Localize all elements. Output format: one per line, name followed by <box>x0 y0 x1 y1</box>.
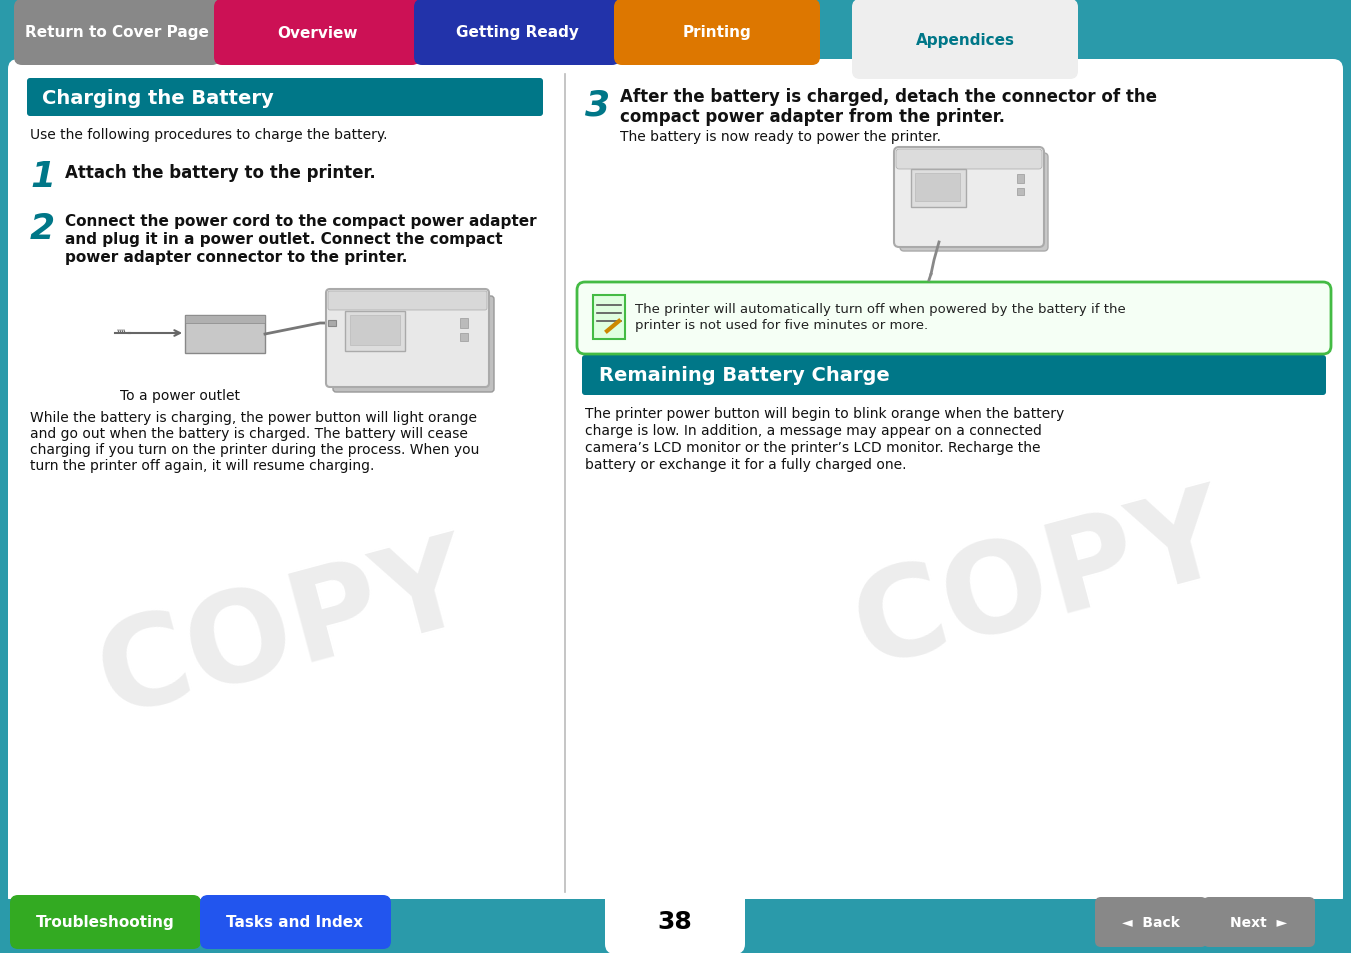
Text: and plug it in a power outlet. Connect the compact: and plug it in a power outlet. Connect t… <box>65 232 503 247</box>
Text: While the battery is charging, the power button will light orange: While the battery is charging, the power… <box>30 411 477 424</box>
Bar <box>345 312 405 352</box>
Bar <box>1017 189 1024 195</box>
FancyBboxPatch shape <box>894 148 1044 248</box>
Text: Return to Cover Page: Return to Cover Page <box>26 26 209 40</box>
Bar <box>1017 174 1024 184</box>
Text: printer is not used for five minutes or more.: printer is not used for five minutes or … <box>635 318 928 332</box>
FancyBboxPatch shape <box>9 895 201 949</box>
Bar <box>0 899 1351 953</box>
Text: 38: 38 <box>658 909 692 933</box>
Bar <box>915 173 961 202</box>
FancyBboxPatch shape <box>852 0 1078 80</box>
Text: Charging the Battery: Charging the Battery <box>42 89 274 108</box>
FancyBboxPatch shape <box>1096 897 1206 947</box>
Text: The printer will automatically turn off when powered by the battery if the: The printer will automatically turn off … <box>635 303 1125 315</box>
Text: camera’s LCD monitor or the printer’s LCD monitor. Recharge the: camera’s LCD monitor or the printer’s LC… <box>585 440 1040 455</box>
Bar <box>459 318 467 329</box>
Text: charge is low. In addition, a message may appear on a connected: charge is low. In addition, a message ma… <box>585 423 1042 437</box>
Text: and go out when the battery is charged. The battery will cease: and go out when the battery is charged. … <box>30 427 467 440</box>
Text: The battery is now ready to power the printer.: The battery is now ready to power the pr… <box>620 130 942 144</box>
Bar <box>911 170 966 208</box>
FancyBboxPatch shape <box>326 290 489 388</box>
Bar <box>593 295 626 339</box>
Text: Attach the battery to the printer.: Attach the battery to the printer. <box>65 164 376 182</box>
Text: power adapter connector to the printer.: power adapter connector to the printer. <box>65 250 408 265</box>
Text: 1: 1 <box>30 160 55 193</box>
Text: compact power adapter from the printer.: compact power adapter from the printer. <box>620 108 1005 126</box>
Text: charging if you turn on the printer during the process. When you: charging if you turn on the printer duri… <box>30 442 480 456</box>
Text: The printer power button will begin to blink orange when the battery: The printer power button will begin to b… <box>585 407 1065 420</box>
FancyBboxPatch shape <box>332 296 494 393</box>
FancyBboxPatch shape <box>27 79 543 117</box>
FancyBboxPatch shape <box>613 0 820 66</box>
Text: Appendices: Appendices <box>916 32 1015 48</box>
Bar <box>185 315 265 324</box>
FancyBboxPatch shape <box>582 355 1325 395</box>
Text: Next  ►: Next ► <box>1231 915 1288 929</box>
Bar <box>459 334 467 341</box>
Text: COPY: COPY <box>85 525 484 740</box>
Text: turn the printer off again, it will resume charging.: turn the printer off again, it will resu… <box>30 458 374 473</box>
FancyBboxPatch shape <box>8 60 1343 907</box>
Text: Overview: Overview <box>277 26 357 40</box>
Text: Tasks and Index: Tasks and Index <box>227 915 363 929</box>
FancyBboxPatch shape <box>413 0 620 66</box>
FancyBboxPatch shape <box>900 153 1048 252</box>
FancyBboxPatch shape <box>328 292 486 311</box>
FancyBboxPatch shape <box>213 0 420 66</box>
Bar <box>185 315 265 354</box>
FancyBboxPatch shape <box>605 888 744 953</box>
Text: 3: 3 <box>585 88 611 122</box>
FancyBboxPatch shape <box>14 0 220 66</box>
Text: Use the following procedures to charge the battery.: Use the following procedures to charge t… <box>30 128 388 142</box>
Bar <box>328 320 336 327</box>
Text: To a power outlet: To a power outlet <box>120 389 240 402</box>
Text: ◄  Back: ◄ Back <box>1123 915 1179 929</box>
Text: COPY: COPY <box>842 476 1240 690</box>
FancyBboxPatch shape <box>896 150 1042 170</box>
Text: battery or exchange it for a fully charged one.: battery or exchange it for a fully charg… <box>585 457 907 472</box>
Bar <box>350 315 400 346</box>
FancyBboxPatch shape <box>577 283 1331 355</box>
FancyBboxPatch shape <box>200 895 390 949</box>
FancyBboxPatch shape <box>1202 897 1315 947</box>
Text: Remaining Battery Charge: Remaining Battery Charge <box>598 366 890 385</box>
Text: After the battery is charged, detach the connector of the: After the battery is charged, detach the… <box>620 88 1156 106</box>
Text: Printing: Printing <box>682 26 751 40</box>
Text: Connect the power cord to the compact power adapter: Connect the power cord to the compact po… <box>65 213 536 229</box>
Text: Getting Ready: Getting Ready <box>455 26 578 40</box>
Text: 2: 2 <box>30 212 55 246</box>
Text: Troubleshooting: Troubleshooting <box>35 915 174 929</box>
